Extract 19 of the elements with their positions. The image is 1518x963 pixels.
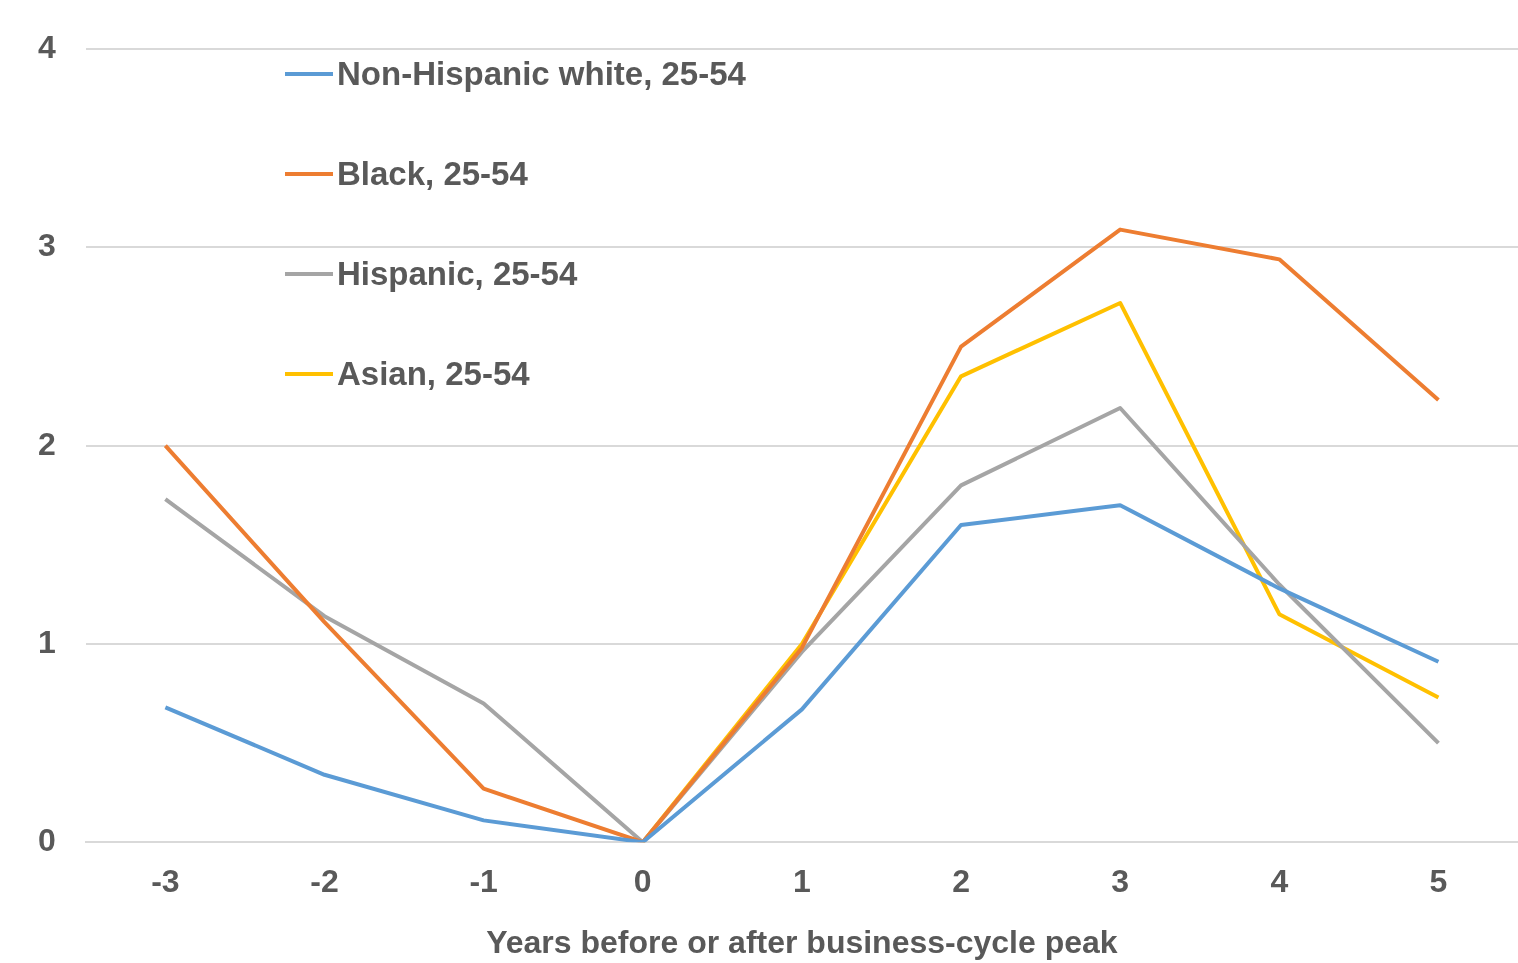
- x-tick-label: -2: [310, 863, 339, 900]
- legend-label: Non-Hispanic white, 25-54: [337, 55, 746, 93]
- x-tick-label: -3: [151, 863, 180, 900]
- y-tick-label: 3: [38, 227, 56, 264]
- x-tick-label: 0: [633, 863, 652, 900]
- x-axis-title: Years before or after business-cycle peak: [486, 923, 1118, 960]
- y-tick-label: 2: [38, 425, 56, 462]
- x-tick-label: 4: [1270, 863, 1289, 900]
- legend-label: Black, 25-54: [337, 155, 528, 193]
- legend-label: Hispanic, 25-54: [337, 255, 578, 293]
- y-tick-label: 1: [38, 623, 56, 660]
- x-tick-label: 1: [793, 863, 811, 900]
- x-tick-label: 5: [1429, 863, 1448, 900]
- y-tick-label: 4: [38, 29, 56, 66]
- y-tick-label: 0: [38, 822, 56, 859]
- legend-label: Asian, 25-54: [337, 355, 530, 393]
- x-tick-label: 3: [1111, 863, 1130, 900]
- x-tick-label: -1: [469, 863, 498, 900]
- x-tick-label: 2: [952, 863, 970, 900]
